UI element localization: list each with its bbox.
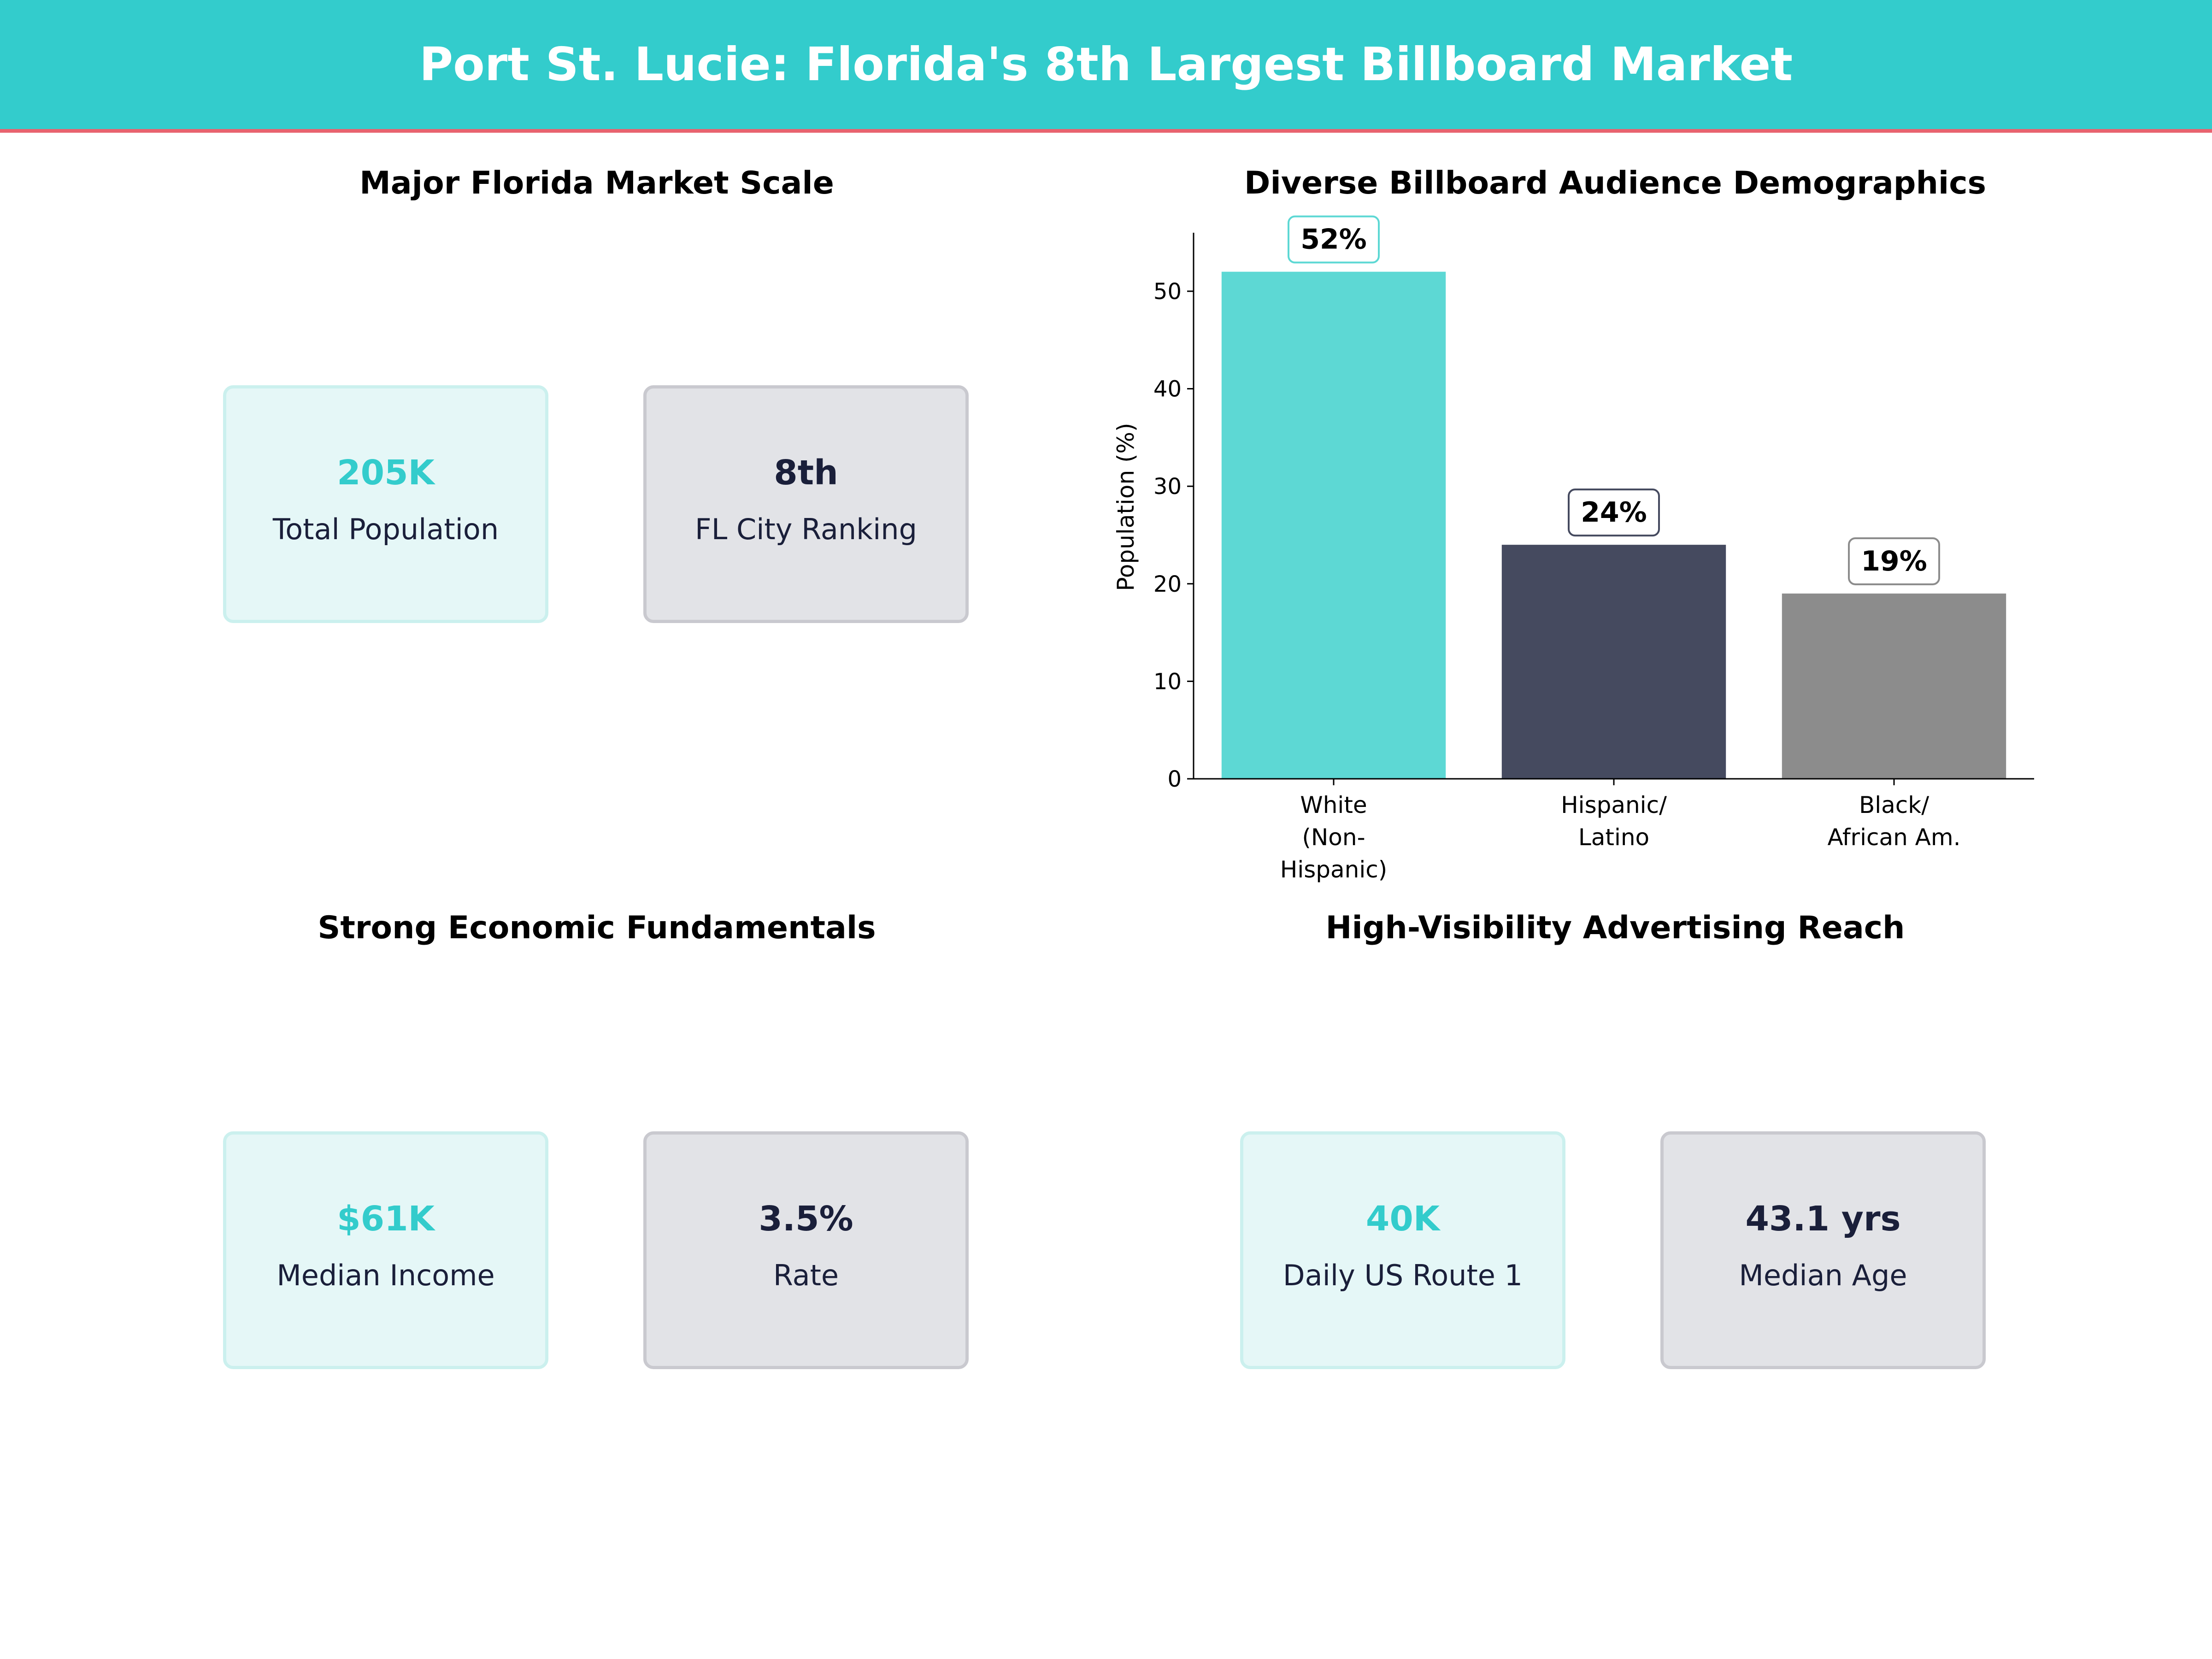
x-tick-label-2: Black/ — [1859, 792, 1929, 818]
reach-panel-title: High-Visibility Advertising Reach — [1325, 910, 1905, 946]
card-label: Daily US Route 1 — [1282, 1259, 1523, 1292]
market-panel-title: Major Florida Market Scale — [359, 165, 834, 201]
income-card: $61K Median Income — [223, 1131, 548, 1369]
y-tick-label-0: 0 — [1167, 766, 1182, 792]
card-label: Total Population — [272, 512, 499, 546]
age-card: 43.1 yrs Median Age — [1660, 1131, 1986, 1369]
traffic-card: 40K Daily US Route 1 — [1240, 1131, 1565, 1369]
data-label-2: 19% — [1861, 545, 1927, 577]
bar-0 — [1221, 271, 1446, 779]
page-title: Port St. Lucie: Florida's 8th Largest Bi… — [419, 37, 1793, 91]
x-tick-label-2: African Am. — [1828, 824, 1961, 851]
x-tick-label-0: (Non- — [1302, 824, 1365, 851]
header-banner — [0, 0, 2212, 130]
card-value: 40K — [1365, 1199, 1440, 1239]
card-label: FL City Ranking — [695, 512, 917, 546]
card-label: Median Age — [1739, 1259, 1907, 1292]
card-label: Median Income — [276, 1259, 495, 1292]
y-tick-label-5: 50 — [1153, 279, 1182, 305]
y-tick-label-1: 10 — [1153, 669, 1182, 694]
data-label-box-2 — [1848, 537, 1940, 585]
card-value: 43.1 yrs — [1745, 1199, 1901, 1239]
header-accent-line — [0, 129, 2212, 133]
economic-panel-title: Strong Economic Fundamentals — [318, 910, 876, 946]
card-value: 8th — [774, 453, 838, 493]
card-label: Rate — [773, 1259, 839, 1292]
ranking-card: 8th FL City Ranking — [643, 385, 969, 623]
x-tick-label-0: Hispanic) — [1280, 856, 1388, 883]
x-tick-label-1: Hispanic/ — [1561, 792, 1667, 818]
population-card: 205K Total Population — [223, 385, 548, 623]
card-value: 3.5% — [759, 1199, 853, 1239]
y-tick-label-3: 30 — [1153, 474, 1182, 500]
x-tick-label-1: Latino — [1578, 824, 1649, 851]
rate-card: 3.5% Rate — [643, 1131, 969, 1369]
data-label-0: 52% — [1300, 224, 1367, 256]
chart-title: Diverse Billboard Audience Demographics — [1244, 165, 1986, 201]
bar-1 — [1501, 545, 1726, 779]
card-value: 205K — [337, 453, 435, 493]
x-tick-label-0: White — [1300, 792, 1367, 818]
data-label-box-0 — [1288, 215, 1380, 264]
card-value: $61K — [337, 1199, 435, 1239]
y-tick-label-4: 40 — [1153, 377, 1182, 402]
data-label-box-1 — [1568, 488, 1660, 537]
bar-2 — [1782, 593, 2006, 779]
y-tick-label-2: 20 — [1153, 571, 1182, 597]
y-axis-label: Population (%) — [1112, 423, 1139, 591]
data-label-1: 24% — [1581, 496, 1647, 529]
